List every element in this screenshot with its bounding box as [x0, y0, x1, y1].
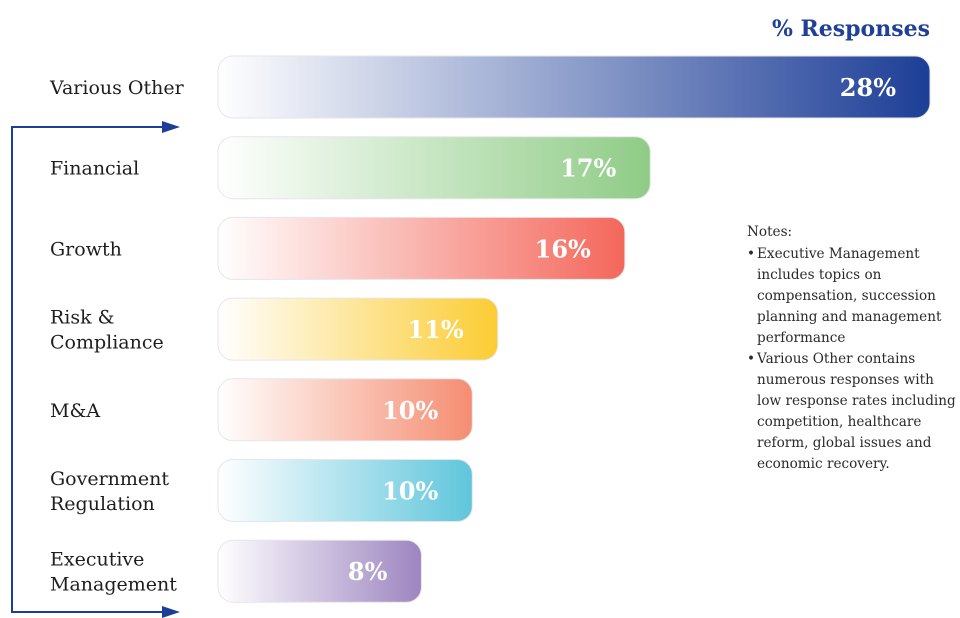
notes-list: Executive Management includes topics on …	[747, 244, 960, 475]
value-label: 10%	[382, 396, 438, 425]
category-label: Government Regulation	[50, 468, 169, 515]
bar-6	[217, 539, 422, 603]
bar-3	[217, 297, 499, 361]
bar-4	[217, 378, 473, 442]
category-label: Risk & Compliance	[50, 307, 164, 354]
bracket-line	[11, 126, 166, 613]
note-item: Executive Management includes topics on …	[747, 244, 960, 349]
value-label: 16%	[535, 234, 591, 263]
chart-title: % Responses	[772, 16, 930, 42]
bars-layer: 28% 17% 16% 11% 10% 10% 8%	[217, 55, 931, 603]
notes-panel: Notes: Executive Management includes top…	[747, 222, 960, 475]
value-label: 17%	[560, 154, 616, 183]
category-label: Financial	[50, 158, 139, 180]
category-label: M&A	[50, 400, 100, 422]
arrow-head-bottom	[162, 606, 180, 618]
bar-2	[217, 216, 626, 280]
note-item: Various Other contains numerous response…	[747, 349, 960, 475]
value-label: 11%	[408, 315, 464, 344]
value-label: 8%	[348, 557, 388, 586]
category-label: Various Other	[49, 77, 185, 99]
bar-0	[217, 55, 931, 119]
bracket-arrow	[11, 121, 180, 618]
arrow-head-top	[162, 121, 180, 133]
category-labels: Various Other Financial Growth Risk & Compli…	[49, 77, 185, 596]
category-label: Executive Management	[50, 549, 177, 596]
notes-heading: Notes:	[747, 224, 793, 240]
value-label: 10%	[382, 477, 438, 506]
value-label: 28%	[840, 73, 896, 102]
bar-5	[217, 459, 473, 522]
category-label: Growth	[50, 238, 122, 260]
bar-1	[217, 136, 651, 200]
